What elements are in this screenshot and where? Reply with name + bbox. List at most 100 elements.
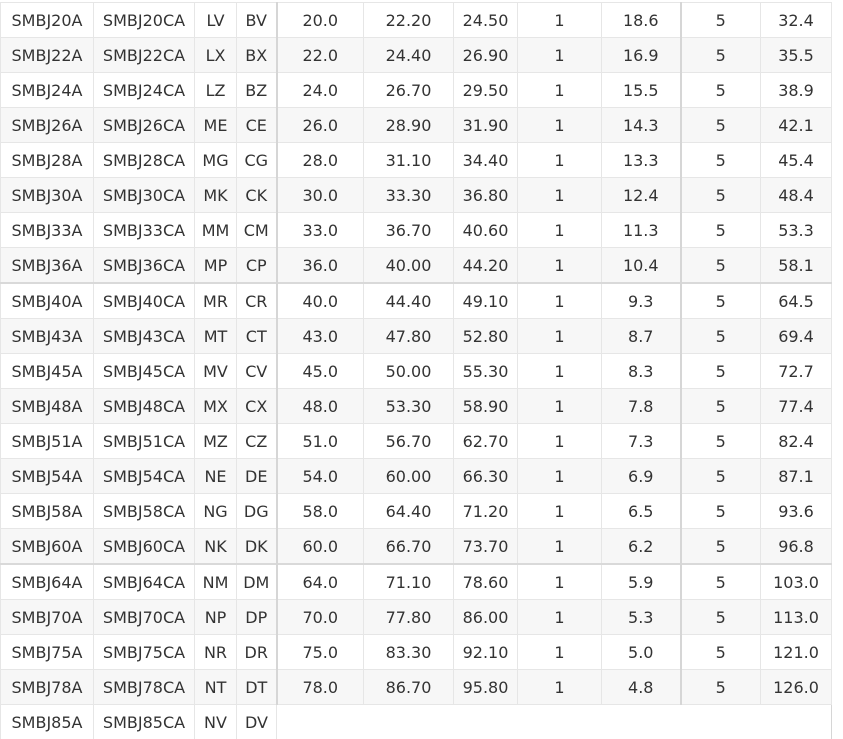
cell-peak-pulse-current: 4.8 bbox=[601, 669, 681, 705]
table-row: SMBJ78A SMBJ78CA NT DT 78.0 86.70 95.80 1 4.8 5 12… bbox=[0, 669, 832, 705]
cell-breakdown-voltage-min: 53.30 bbox=[363, 388, 454, 424]
table-row: SMBJ22A SMBJ22CA LX BX 22.0 24.40 26.90 1 16.9 5 3… bbox=[0, 37, 832, 73]
cell-part-number-bidirectional: SMBJ48CA bbox=[93, 388, 195, 424]
cell-reverse-leakage-current: 5 bbox=[679, 72, 761, 108]
table-row: SMBJ43A SMBJ43CA MT CT 43.0 47.80 52.80 1 8.7 5 69… bbox=[0, 318, 832, 354]
cell-test-current: 1 bbox=[517, 458, 602, 494]
cell-marking-code-unidirectional: NT bbox=[194, 669, 237, 705]
cell-part-number-unidirectional: SMBJ20A bbox=[0, 2, 94, 38]
cell-marking-code-unidirectional: MR bbox=[194, 282, 237, 319]
cell-marking-code-unidirectional: ME bbox=[194, 107, 237, 143]
cell-marking-code-unidirectional: MV bbox=[194, 353, 237, 389]
cell-breakdown-voltage-max: 71.20 bbox=[453, 493, 518, 529]
cell-marking-code-unidirectional: MT bbox=[194, 318, 237, 354]
cell-marking-code-unidirectional: NP bbox=[194, 599, 237, 635]
cell-part-number-unidirectional: SMBJ26A bbox=[0, 107, 94, 143]
cell-breakdown-voltage-min: 66.70 bbox=[363, 528, 454, 565]
cell-part-number-unidirectional: SMBJ43A bbox=[0, 318, 94, 354]
cell-marking-code-bidirectional: DK bbox=[236, 528, 277, 565]
cell-marking-code-unidirectional: MP bbox=[194, 247, 237, 284]
cell-reverse-leakage-current: 5 bbox=[679, 388, 761, 424]
cell-test-current: 1 bbox=[517, 212, 602, 248]
cell-part-number-bidirectional: SMBJ40CA bbox=[93, 282, 195, 319]
cell-marking-code-bidirectional: DM bbox=[236, 563, 277, 600]
cell-reverse-standoff-voltage: 51.0 bbox=[275, 423, 364, 459]
cell-reverse-standoff-voltage: 64.0 bbox=[275, 563, 364, 600]
cell-breakdown-voltage-max: 49.10 bbox=[453, 282, 518, 319]
cell-breakdown-voltage-max: 86.00 bbox=[453, 599, 518, 635]
table-row: SMBJ36A SMBJ36CA MP CP 36.0 40.00 44.20 1 10.4 5 5… bbox=[0, 247, 832, 284]
cell-marking-code-unidirectional: NR bbox=[194, 634, 237, 670]
cell-marking-code-bidirectional: DG bbox=[236, 493, 277, 529]
cell-part-number-unidirectional: SMBJ75A bbox=[0, 634, 94, 670]
cell-peak-pulse-current: 7.3 bbox=[601, 423, 681, 459]
cell-part-number-unidirectional: SMBJ30A bbox=[0, 177, 94, 213]
cell-part-number-bidirectional: SMBJ45CA bbox=[93, 353, 195, 389]
cell-breakdown-voltage-min: 31.10 bbox=[363, 142, 454, 178]
cell-part-number-bidirectional: SMBJ30CA bbox=[93, 177, 195, 213]
cell-marking-code-bidirectional: BX bbox=[236, 37, 277, 73]
table-row: SMBJ26A SMBJ26CA ME CE 26.0 28.90 31.90 1 14.3 5 4… bbox=[0, 107, 832, 143]
cell-peak-pulse-current: 9.3 bbox=[601, 282, 681, 319]
cell-clamping-voltage: 35.5 bbox=[760, 37, 832, 73]
cell-reverse-leakage-current: 5 bbox=[679, 528, 761, 565]
cell-marking-code-bidirectional: DE bbox=[236, 458, 277, 494]
cell-marking-code-unidirectional: MX bbox=[194, 388, 237, 424]
cell-clamping-voltage: 93.6 bbox=[760, 493, 832, 529]
cell-peak-pulse-current: 14.3 bbox=[601, 107, 681, 143]
cell-marking-code-unidirectional: MZ bbox=[194, 423, 237, 459]
cell-breakdown-voltage-min: 71.10 bbox=[363, 563, 454, 600]
cell-breakdown-voltage-max: 73.70 bbox=[453, 528, 518, 565]
cell-peak-pulse-current: 5.0 bbox=[601, 634, 681, 670]
cell-reverse-standoff-voltage: 30.0 bbox=[275, 177, 364, 213]
cell-test-current: 1 bbox=[517, 493, 602, 529]
table-row: SMBJ54A SMBJ54CA NE DE 54.0 60.00 66.30 1 6.9 5 87… bbox=[0, 458, 832, 494]
cell-breakdown-voltage-max: 24.50 bbox=[453, 2, 518, 38]
table-row: SMBJ58A SMBJ58CA NG DG 58.0 64.40 71.20 1 6.5 5 93… bbox=[0, 493, 832, 529]
cell-part-number-bidirectional: SMBJ60CA bbox=[93, 528, 195, 565]
cell-marking-code-bidirectional: DP bbox=[236, 599, 277, 635]
table-row: SMBJ64A SMBJ64CA NM DM 64.0 71.10 78.60 1 5.9 5 10… bbox=[0, 563, 832, 600]
cell-test-current: 1 bbox=[517, 388, 602, 424]
cell-marking-code-bidirectional: CP bbox=[236, 247, 277, 284]
cell-reverse-standoff-voltage: 36.0 bbox=[275, 247, 364, 284]
cell-clamping-voltage: 113.0 bbox=[760, 599, 832, 635]
table-row: SMBJ40A SMBJ40CA MR CR 40.0 44.40 49.10 1 9.3 5 64… bbox=[0, 282, 832, 319]
table-row: SMBJ45A SMBJ45CA MV CV 45.0 50.00 55.30 1 8.3 5 72… bbox=[0, 353, 832, 389]
cell-breakdown-voltage-max: 36.80 bbox=[453, 177, 518, 213]
cell-marking-code-unidirectional: NE bbox=[194, 458, 237, 494]
cell-reverse-leakage-current: 5 bbox=[679, 634, 761, 670]
cell-marking-code-unidirectional: NK bbox=[194, 528, 237, 565]
cell-part-number-bidirectional: SMBJ78CA bbox=[93, 669, 195, 705]
cell-marking-code-bidirectional: CK bbox=[236, 177, 277, 213]
cell-reverse-leakage-current: 5 bbox=[679, 353, 761, 389]
cell-part-number-unidirectional: SMBJ70A bbox=[0, 599, 94, 635]
cell-marking-code-unidirectional: LZ bbox=[194, 72, 237, 108]
cell-part-number-unidirectional: SMBJ58A bbox=[0, 493, 94, 529]
cell-test-current: 1 bbox=[517, 142, 602, 178]
cell-test-current: 1 bbox=[517, 107, 602, 143]
cell-breakdown-voltage-min: 86.70 bbox=[363, 669, 454, 705]
cell-breakdown-voltage-max: 31.90 bbox=[453, 107, 518, 143]
cell-part-number-unidirectional: SMBJ85A bbox=[0, 704, 94, 739]
cell-part-number-bidirectional: SMBJ24CA bbox=[93, 72, 195, 108]
cell-clamping-voltage: 126.0 bbox=[760, 669, 832, 705]
cell-marking-code-bidirectional: CZ bbox=[236, 423, 277, 459]
cell-test-current: 1 bbox=[517, 282, 602, 319]
cell-marking-code-bidirectional: CE bbox=[236, 107, 277, 143]
cell-reverse-leakage-current: 5 bbox=[679, 318, 761, 354]
cell-part-number-unidirectional: SMBJ60A bbox=[0, 528, 94, 565]
cell-peak-pulse-current: 16.9 bbox=[601, 37, 681, 73]
table-row: SMBJ24A SMBJ24CA LZ BZ 24.0 26.70 29.50 1 15.5 5 3… bbox=[0, 72, 832, 108]
cell-marking-code-unidirectional: MM bbox=[194, 212, 237, 248]
cell-part-number-unidirectional: SMBJ40A bbox=[0, 282, 94, 319]
cell-clamping-voltage: 96.8 bbox=[760, 528, 832, 565]
cell-clamping-voltage: 42.1 bbox=[760, 107, 832, 143]
cell-breakdown-voltage-min: 36.70 bbox=[363, 212, 454, 248]
cell-marking-code-unidirectional: LX bbox=[194, 37, 237, 73]
cell-marking-code-bidirectional: DR bbox=[236, 634, 277, 670]
cell-peak-pulse-current: 5.9 bbox=[601, 563, 681, 600]
